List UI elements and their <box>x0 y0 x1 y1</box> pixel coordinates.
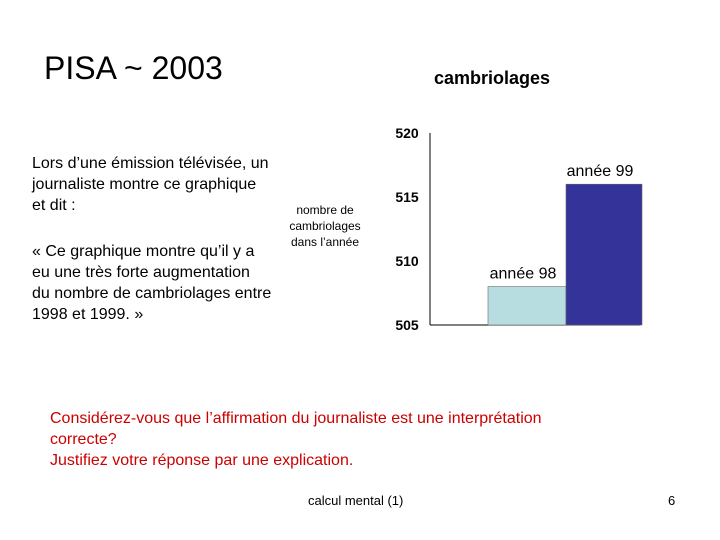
y-axis-label-line: nombre de <box>296 203 354 217</box>
page-number: 6 <box>668 493 676 508</box>
bar <box>487 286 567 326</box>
y-axis-label-line: dans l’année <box>291 235 359 249</box>
y-tick-label: 515 <box>395 189 419 205</box>
question-text: Considérez-vous que l’affirmation du jou… <box>50 408 650 471</box>
y-axis-label-line: cambriolages <box>289 219 360 233</box>
intro-text: Lors d’une émission télévisée, un journa… <box>32 155 269 214</box>
journalist-quote: « Ce graphique montre qu’il y a eu une t… <box>32 243 272 323</box>
bar-labels: année 98 année 99 <box>490 163 634 282</box>
y-axis-label: nombre de cambriolages dans l’année <box>289 203 360 249</box>
y-tick-label: 510 <box>395 253 419 269</box>
bars <box>487 183 643 326</box>
burglaries-chart: cambriolages nombre de cambriolages dans l… <box>289 68 643 333</box>
bar-label: année 99 <box>567 163 634 180</box>
question-line-2: correcte? <box>50 431 117 448</box>
footer-text: calcul mental (1) <box>308 493 404 508</box>
bar <box>565 183 643 326</box>
question-line-1: Considérez-vous que l’affirmation du jou… <box>50 410 542 427</box>
y-tick-label: 520 <box>395 125 419 141</box>
chart-title: cambriolages <box>434 68 550 88</box>
slide-title: PISA ~ 2003 <box>44 50 223 86</box>
question-line-3: Justifiez votre réponse par une explicat… <box>50 452 354 469</box>
y-tick-label: 505 <box>395 317 419 333</box>
y-axis-ticks: 505 510 515 520 <box>395 125 419 333</box>
bar-label: année 98 <box>490 266 557 283</box>
